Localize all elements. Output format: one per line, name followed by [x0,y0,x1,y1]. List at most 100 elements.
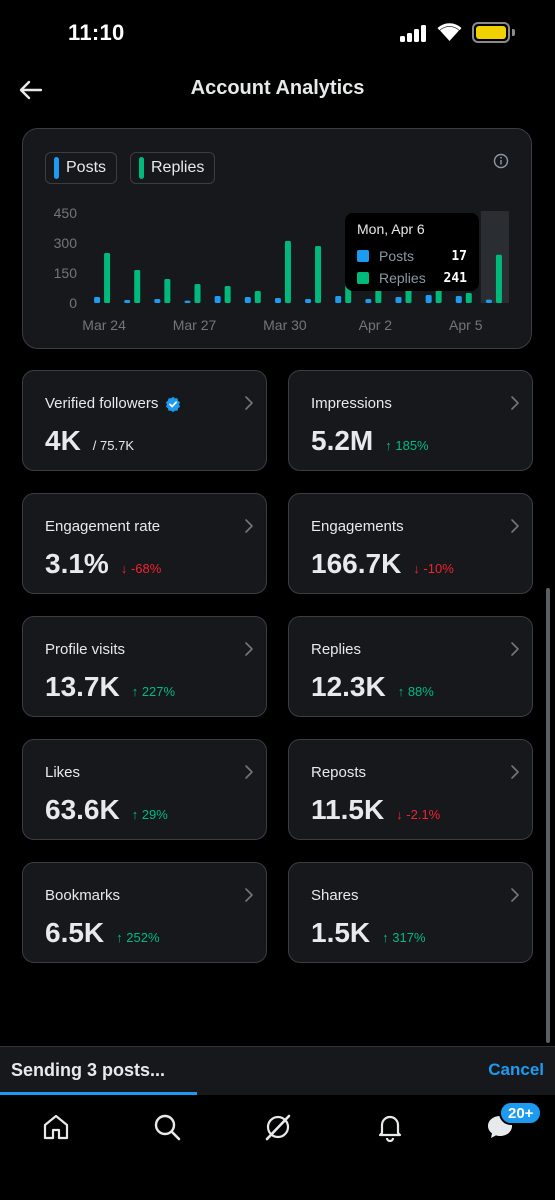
bar-replies-mar-28 [224,286,231,303]
bar-posts-mar-27 [184,300,191,303]
metric-label: Reposts [311,764,366,781]
bar-posts-mar-24 [94,297,101,303]
header: Account Analytics [0,66,555,114]
metric-label: Bookmarks [45,887,120,904]
bottom-navigation [0,1095,555,1200]
chevron-right-icon [511,519,519,533]
tooltip-posts-name: Posts [379,248,415,264]
info-icon[interactable] [493,153,509,169]
x-tick-label: Mar 30 [263,317,307,333]
nav-notifications[interactable] [372,1109,408,1145]
back-button[interactable] [16,76,46,104]
metric-value: 4K [45,425,81,456]
wifi-icon [437,23,462,41]
metric-change: ↓ -10% [413,561,454,576]
sending-progress-bar [0,1092,555,1095]
metric-label-text: Verified followers [45,395,159,412]
metric-value: 1.5K [311,917,371,948]
metric-card-replies[interactable]: Replies 12.3K ↑ 88% [288,616,533,717]
metric-value: 6.5K [45,917,105,948]
bar-posts-apr-3 [395,297,402,303]
bar-posts-apr-5 [455,296,462,303]
tooltip-posts-value: 17 [451,248,467,264]
nav-grok[interactable] [260,1109,296,1145]
legend-replies-label: Replies [151,159,205,176]
metric-label-text: Replies [311,641,362,658]
tooltip-date: Mon, Apr 6 [357,221,425,237]
metric-card-profile-visits[interactable]: Profile visits 13.7K ↑ 227% [22,616,267,717]
bar-replies-mar-24 [104,253,111,303]
metric-value: 11.5K [311,794,385,825]
x-tick-label: Mar 27 [173,317,217,333]
scrollbar[interactable] [546,588,550,1043]
status-bar: 11:10 [0,0,555,66]
cancel-button[interactable]: Cancel [488,1060,544,1079]
metric-card-impressions[interactable]: Impressions 5.2M ↑ 185% [288,370,533,471]
metric-change: ↓ -2.1% [396,807,441,822]
metric-change: ↑ 227% [131,684,176,699]
cellular-signal-icon [400,25,427,42]
search-icon [154,1114,181,1141]
metric-label-text: Bookmarks [45,887,121,904]
metric-label: Engagement rate [45,518,160,535]
bar-replies-apr-6 [495,254,502,303]
nav-search[interactable] [149,1109,185,1145]
bar-posts-mar-28 [214,296,221,303]
highlight-column [480,211,509,303]
metric-label: Engagements [311,518,404,535]
bar-posts-mar-29 [244,297,251,303]
metric-card-verified-followers[interactable]: Verified followers 4K / 75.7K [22,370,267,471]
bar-replies-mar-31 [315,246,322,303]
legend-posts-label: Posts [66,159,107,176]
tooltip-row-replies: Replies 241 [357,267,467,289]
sending-status-text: Sending 3 posts... [11,1060,166,1080]
metric-card-reposts[interactable]: Reposts 11.5K ↓ -2.1% [288,739,533,840]
bar-posts-apr-4 [425,295,432,303]
bar-replies-mar-30 [284,241,291,303]
legend-posts[interactable]: Posts [45,152,118,184]
metric-change: ↓ -68% [120,561,162,576]
bar-posts-mar-31 [305,299,312,303]
legend-replies[interactable]: Replies [130,152,216,184]
metric-card-engagements[interactable]: Engagements 166.7K ↓ -10% [288,493,533,594]
metric-label-text: Reposts [311,764,367,781]
bar-posts-mar-26 [154,299,161,303]
chevron-right-icon [511,765,519,779]
metric-total: / 75.7K [92,438,134,453]
metric-label-text: Shares [311,887,359,904]
y-tick-label: 0 [69,295,77,311]
chevron-right-icon [245,396,253,410]
metric-card-shares[interactable]: Shares 1.5K ↑ 317% [288,862,533,963]
sending-progress-fill [0,1092,198,1095]
bar-replies-mar-27 [194,284,201,303]
metric-label: Impressions [311,395,392,412]
chevron-right-icon [245,765,253,779]
chevron-right-icon [511,888,519,902]
grok-icon [265,1114,291,1141]
metric-value: 63.6K [45,794,120,825]
tooltip-replies-name: Replies [379,270,426,286]
metric-label-text: Impressions [311,395,392,412]
metric-card-likes[interactable]: Likes 63.6K ↑ 29% [22,739,267,840]
metric-change: ↑ 317% [382,930,426,945]
tooltip-replies-value: 241 [443,270,467,286]
bar-replies-mar-29 [254,291,261,303]
bar-posts-apr-2 [365,299,372,303]
metric-value: 13.7K [45,671,120,702]
y-tick-label: 450 [54,205,78,221]
bar-posts-apr-6 [485,299,492,303]
chevron-right-icon [511,396,519,410]
metric-card-engagement-rate[interactable]: Engagement rate 3.1% ↓ -68% [22,493,267,594]
bar-replies-mar-25 [134,270,141,303]
home-icon [43,1114,69,1140]
nav-home[interactable] [38,1109,74,1145]
status-time: 11:10 [68,20,125,45]
metric-label: Likes [45,764,80,781]
metric-change: ↑ 252% [116,930,160,945]
sending-posts-bar: Sending 3 posts... Cancel [0,1046,555,1092]
verified-badge-icon [166,396,181,412]
chevron-right-icon [245,642,253,656]
metric-value: 12.3K [311,671,386,702]
tooltip-row-posts: Posts 17 [357,245,467,267]
metric-card-bookmarks[interactable]: Bookmarks 6.5K ↑ 252% [22,862,267,963]
